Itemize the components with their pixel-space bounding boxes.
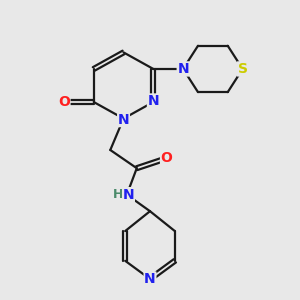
Text: O: O — [58, 95, 70, 109]
Text: O: O — [160, 151, 172, 165]
Text: S: S — [238, 62, 248, 76]
Text: N: N — [123, 188, 134, 202]
Text: N: N — [148, 94, 159, 108]
Text: N: N — [177, 62, 189, 76]
Text: H: H — [112, 188, 123, 201]
Text: N: N — [118, 112, 129, 127]
Text: N: N — [144, 272, 156, 286]
